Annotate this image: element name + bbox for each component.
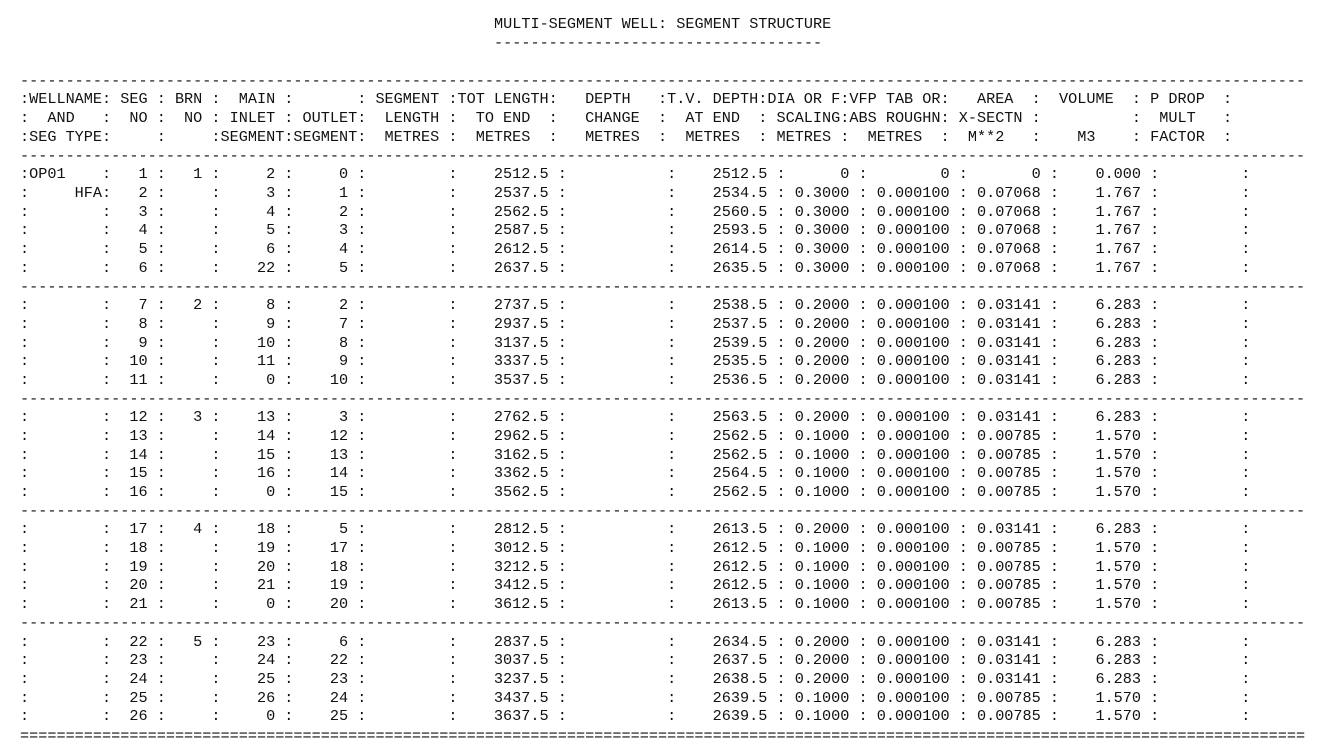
segment-row: : : 18 : : 19 : 17 : : 3012.5 : : 2612.5… xyxy=(20,539,1251,557)
segment-row: : : 17 : 4 : 18 : 5 : : 2812.5 : : 2613.… xyxy=(20,520,1251,538)
segment-row: : : 15 : : 16 : 14 : : 3362.5 : : 2564.5… xyxy=(20,464,1251,482)
header-rule: ----------------------------------------… xyxy=(20,72,1306,90)
report-title: MULTI-SEGMENT WELL: SEGMENT STRUCTURE xyxy=(494,15,832,33)
branch-rule: ----------------------------------------… xyxy=(20,390,1306,408)
header-line-3: :SEG TYPE: : :SEGMENT:SEGMENT: METRES : … xyxy=(20,128,1233,146)
header-line-2: : AND : NO : NO : INLET : OUTLET: LENGTH… xyxy=(20,109,1233,127)
branch-rule: ----------------------------------------… xyxy=(20,614,1306,632)
segment-row: : : 11 : : 0 : 10 : : 3537.5 : : 2536.5 … xyxy=(20,371,1251,389)
closing-rule: ========================================… xyxy=(20,727,1306,745)
segment-row: : : 4 : : 5 : 3 : : 2587.5 : : 2593.5 : … xyxy=(20,221,1251,239)
segment-row: : : 25 : : 26 : 24 : : 3437.5 : : 2639.5… xyxy=(20,689,1251,707)
segment-row: : : 5 : : 6 : 4 : : 2612.5 : : 2614.5 : … xyxy=(20,240,1251,258)
header-line-1: :WELLNAME: SEG : BRN : MAIN : : SEGMENT … xyxy=(20,90,1233,108)
segment-row: :OP01 : 1 : 1 : 2 : 0 : : 2512.5 : : 251… xyxy=(20,165,1251,183)
segment-row: : HFA: 2 : : 3 : 1 : : 2537.5 : : 2534.5… xyxy=(20,184,1251,202)
segment-row: : : 7 : 2 : 8 : 2 : : 2737.5 : : 2538.5 … xyxy=(20,296,1251,314)
branch-rule: ----------------------------------------… xyxy=(20,502,1306,520)
segment-row: : : 23 : : 24 : 22 : : 3037.5 : : 2637.5… xyxy=(20,651,1251,669)
segment-row: : : 24 : : 25 : 23 : : 3237.5 : : 2638.5… xyxy=(20,670,1251,688)
title-underline: ------------------------------------ xyxy=(494,34,823,52)
segment-row: : : 14 : : 15 : 13 : : 3162.5 : : 2562.5… xyxy=(20,446,1251,464)
segment-row: : : 20 : : 21 : 19 : : 3412.5 : : 2612.5… xyxy=(20,576,1251,594)
segment-row: : : 19 : : 20 : 18 : : 3212.5 : : 2612.5… xyxy=(20,558,1251,576)
segment-row: : : 26 : : 0 : 25 : : 3637.5 : : 2639.5 … xyxy=(20,707,1251,725)
segment-row: : : 9 : : 10 : 8 : : 3137.5 : : 2539.5 :… xyxy=(20,334,1251,352)
segment-row: : : 21 : : 0 : 20 : : 3612.5 : : 2613.5 … xyxy=(20,595,1251,613)
segment-row: : : 10 : : 11 : 9 : : 3337.5 : : 2535.5 … xyxy=(20,352,1251,370)
segment-row: : : 16 : : 0 : 15 : : 3562.5 : : 2562.5 … xyxy=(20,483,1251,501)
segment-row: : : 22 : 5 : 23 : 6 : : 2837.5 : : 2634.… xyxy=(20,633,1251,651)
segment-row: : : 3 : : 4 : 2 : : 2562.5 : : 2560.5 : … xyxy=(20,203,1251,221)
header-rule: ----------------------------------------… xyxy=(20,147,1306,165)
segment-row: : : 12 : 3 : 13 : 3 : : 2762.5 : : 2563.… xyxy=(20,408,1251,426)
segment-row: : : 8 : : 9 : 7 : : 2937.5 : : 2537.5 : … xyxy=(20,315,1251,333)
branch-rule: ----------------------------------------… xyxy=(20,278,1306,296)
segment-row: : : 13 : : 14 : 12 : : 2962.5 : : 2562.5… xyxy=(20,427,1251,445)
segment-row: : : 6 : : 22 : 5 : : 2637.5 : : 2635.5 :… xyxy=(20,259,1251,277)
